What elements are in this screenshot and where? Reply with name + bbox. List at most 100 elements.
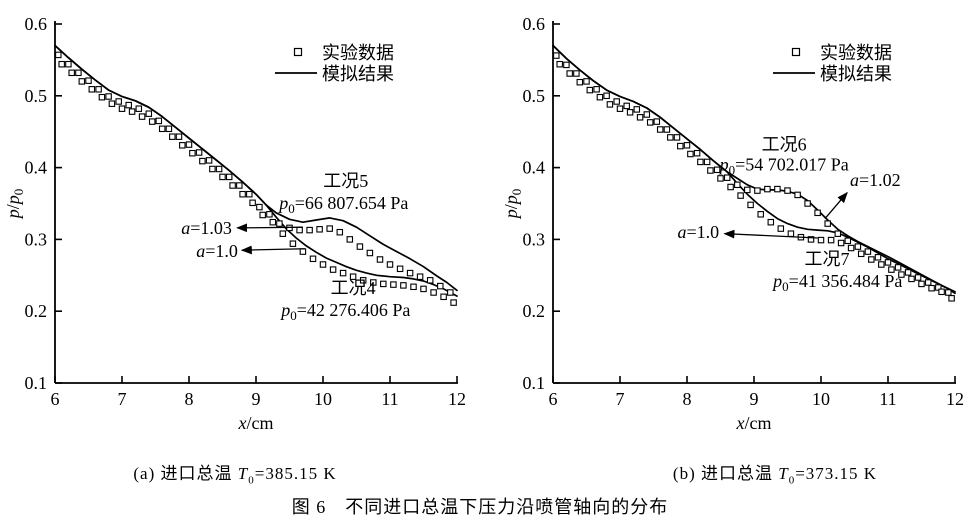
exp-marker	[447, 289, 454, 296]
leader-arrow	[240, 245, 305, 255]
exp-marker	[878, 261, 885, 268]
annotation-cond7-label: 工况7	[805, 249, 850, 269]
exp-marker	[945, 289, 952, 296]
exp-marker	[55, 51, 62, 59]
exp-marker	[85, 77, 92, 84]
exp-marker	[145, 110, 153, 117]
subcaption-b-value: =373.15 K	[795, 464, 878, 483]
exp-marker	[847, 244, 855, 252]
exp-marker	[88, 86, 96, 93]
exp-marker	[396, 265, 404, 273]
y-axis-label-group: p/p0	[3, 189, 26, 221]
annotation-cond6-label: 工况6	[762, 135, 807, 155]
exp-marker	[299, 248, 307, 255]
exp-marker	[256, 203, 263, 211]
exp-marker	[306, 226, 313, 234]
exp-marker	[864, 248, 872, 255]
x-tick-label: 9	[750, 389, 759, 409]
x-axis-label: x/cm	[736, 413, 772, 433]
exp-marker	[219, 173, 226, 181]
exp-marker	[169, 133, 176, 140]
exp-marker	[784, 187, 791, 194]
exp-marker	[440, 293, 447, 301]
exp-marker	[606, 101, 614, 108]
exp-marker	[155, 117, 163, 125]
exp-marker	[713, 166, 721, 174]
exp-marker	[158, 125, 166, 133]
exp-marker	[844, 237, 852, 245]
exp-marker	[868, 256, 875, 263]
exp-marker	[437, 282, 444, 290]
annotation-cond4-label: 工况4	[331, 278, 376, 298]
exp-marker	[380, 280, 387, 288]
y-axis-label: p/p0	[3, 189, 26, 221]
exp-marker	[894, 264, 902, 271]
exp-marker	[279, 230, 287, 237]
exp-marker	[58, 60, 65, 68]
exp-marker	[794, 191, 801, 199]
exp-marker	[416, 273, 424, 280]
exp-marker	[767, 218, 775, 226]
exp-marker	[148, 118, 156, 125]
exp-marker	[426, 277, 434, 284]
exp-marker	[339, 269, 347, 277]
exp-marker	[817, 236, 825, 244]
y-tick-label: 0.3	[25, 229, 48, 249]
exp-marker	[556, 60, 563, 68]
exp-marker	[747, 201, 754, 209]
chart-panel-a: 0.1 0.2 0.3 0.4 0.5 0.6 6 7 8 9 10 11 12 x/cm p/p0 实验数据…	[3, 14, 466, 433]
exp-marker	[239, 190, 246, 198]
subcaption-b: (b) 进口总温 T0=373.15 K	[673, 459, 877, 486]
exp-marker	[329, 266, 337, 273]
exp-marker	[663, 126, 671, 133]
x-tick-label: 10	[812, 389, 830, 409]
exp-marker	[563, 61, 570, 69]
exp-marker	[553, 52, 560, 59]
leader-arrow	[824, 191, 848, 220]
annotation-cond4-p0: p0=42 276.406 Pa	[279, 300, 410, 323]
exp-marker	[603, 92, 610, 100]
x-tick-label: 6	[549, 389, 558, 409]
x-tick-label: 12	[448, 389, 466, 409]
exp-marker	[450, 299, 457, 306]
exp-marker	[908, 275, 915, 283]
exp-marker	[366, 249, 374, 257]
exp-marker	[667, 134, 674, 141]
exp-marker	[68, 69, 75, 77]
exp-marker	[65, 60, 72, 68]
exp-marker	[266, 211, 273, 218]
exp-marker	[723, 174, 731, 181]
y-tick-label: 0.5	[25, 86, 48, 106]
exp-marker	[573, 70, 580, 77]
x-tick-label: 9	[252, 389, 261, 409]
exp-marker	[209, 165, 216, 173]
exp-marker	[593, 86, 600, 93]
exp-marker	[623, 102, 630, 110]
y-tick-label: 0.4	[523, 158, 546, 178]
exp-marker	[924, 279, 932, 286]
x-tick-label: 7	[118, 389, 127, 409]
exp-marker	[613, 98, 620, 105]
exp-marker	[764, 185, 771, 193]
exp-marker	[834, 230, 842, 237]
annotation-alpha-102: a=1.02	[850, 170, 901, 190]
y-tick-label: 0.1	[25, 373, 48, 393]
annotation-cond5-p0: p0=66 807.654 Pa	[277, 193, 408, 216]
y-tick-label: 0.5	[523, 86, 546, 106]
exp-marker	[757, 211, 764, 218]
exp-marker	[420, 285, 427, 293]
exp-marker	[653, 118, 661, 125]
x-tick-label: 12	[946, 389, 964, 409]
exp-marker	[249, 199, 256, 207]
exp-marker	[616, 105, 624, 112]
exp-marker	[229, 182, 236, 189]
exp-marker	[918, 280, 925, 288]
exp-marker	[326, 225, 333, 232]
exp-marker	[430, 289, 437, 296]
exp-marker	[356, 243, 364, 250]
x-axis-label: x/cm	[238, 413, 274, 433]
exp-marker	[246, 190, 253, 198]
exp-marker	[744, 186, 751, 194]
y-tick-label: 0.6	[25, 14, 48, 34]
exp-marker	[948, 295, 955, 302]
